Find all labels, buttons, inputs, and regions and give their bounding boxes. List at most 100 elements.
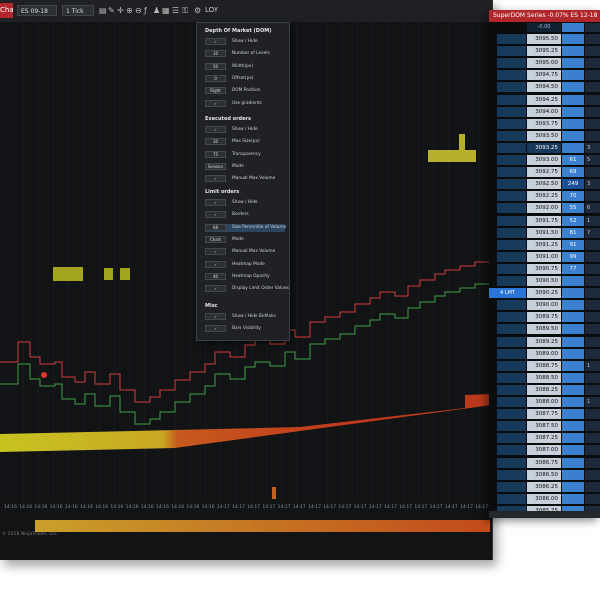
dom-ask-volume[interactable] bbox=[585, 288, 600, 299]
dom-price[interactable]: 3094.25 bbox=[527, 94, 561, 105]
dom-bid-volume[interactable] bbox=[562, 469, 584, 480]
dom-row[interactable]: 3089.25 bbox=[489, 336, 600, 348]
dom-row[interactable]: 3086.00 bbox=[489, 493, 600, 505]
property-row[interactable]: 50 Width(px) bbox=[205, 62, 285, 71]
dom-row[interactable]: 3086.50 bbox=[489, 469, 600, 481]
dom-price[interactable]: 3091.00 bbox=[527, 251, 561, 262]
dom-order-cell[interactable] bbox=[497, 106, 526, 117]
dom-price[interactable]: 3094.75 bbox=[527, 70, 561, 81]
dom-price[interactable]: 3093.25 bbox=[527, 142, 561, 153]
dom-bid-volume[interactable] bbox=[562, 70, 584, 81]
dom-price[interactable]: 3090.75 bbox=[527, 263, 561, 274]
dom-ask-volume[interactable] bbox=[585, 276, 600, 286]
dom-order-cell[interactable] bbox=[497, 457, 526, 468]
property-row[interactable]: 10 Number of Levels bbox=[205, 50, 285, 58]
dom-bid-volume[interactable]: 52 bbox=[562, 215, 584, 226]
property-row[interactable]: 68 Size Percentile of Volume bbox=[205, 223, 286, 232]
dom-ask-volume[interactable]: 6 bbox=[585, 203, 600, 214]
properties-icon[interactable]: ☰ bbox=[172, 6, 180, 15]
property-row[interactable]: ✓ Show / Hide bbox=[205, 38, 285, 46]
dom-row[interactable]: 3093.00 61 5 bbox=[489, 155, 600, 166]
dom-price[interactable]: 3086.25 bbox=[527, 481, 561, 492]
zoom-out-icon[interactable]: ⊖ bbox=[135, 6, 142, 15]
dom-row[interactable]: 3090.75 77 bbox=[489, 263, 600, 275]
property-value[interactable]: ✓ bbox=[205, 175, 226, 183]
dom-price[interactable]: 3095.25 bbox=[527, 46, 561, 57]
dom-order-cell[interactable] bbox=[497, 251, 526, 262]
draw-icon[interactable]: ✎ bbox=[108, 6, 115, 15]
strategies-icon[interactable]: ♟ bbox=[153, 6, 161, 15]
dom-order-cell[interactable] bbox=[497, 239, 526, 250]
dom-order-cell[interactable] bbox=[497, 130, 526, 141]
dom-ask-volume[interactable] bbox=[585, 372, 600, 383]
dom-price[interactable]: 3093.50 bbox=[527, 130, 561, 141]
property-row[interactable]: ✓ Show / Hide bbox=[205, 126, 285, 134]
dom-bid-volume[interactable] bbox=[562, 118, 584, 129]
dom-price[interactable]: 3094.50 bbox=[527, 82, 561, 93]
dom-ask-volume[interactable] bbox=[585, 469, 600, 480]
dom-row[interactable]: 3087.75 bbox=[489, 409, 600, 420]
dom-order-cell[interactable] bbox=[497, 155, 526, 165]
indicators-icon[interactable]: ƒ bbox=[144, 6, 147, 15]
property-row[interactable]: 30 Max Size(px) bbox=[205, 138, 285, 146]
dom-order-cell[interactable] bbox=[497, 227, 526, 238]
dom-ask-volume[interactable] bbox=[585, 457, 600, 468]
property-value[interactable]: ✓ bbox=[205, 38, 226, 45]
dom-ask-volume[interactable] bbox=[585, 191, 600, 202]
dom-order-cell[interactable] bbox=[497, 58, 526, 69]
dom-row[interactable]: 3091.50 81 7 bbox=[489, 227, 600, 239]
dom-ask-volume[interactable] bbox=[585, 324, 600, 335]
dom-bid-volume[interactable] bbox=[562, 288, 584, 299]
dom-ask-volume[interactable] bbox=[585, 70, 600, 81]
property-value[interactable]: Right bbox=[205, 87, 226, 95]
dom-bid-volume[interactable]: 81 bbox=[562, 227, 584, 238]
dom-order-cell[interactable] bbox=[497, 82, 526, 93]
dom-bid-volume[interactable]: 69 bbox=[562, 167, 584, 178]
dom-ask-volume[interactable] bbox=[585, 251, 600, 262]
property-row[interactable]: ✓ Manual Max Volume bbox=[205, 248, 285, 256]
dom-price[interactable]: 3091.50 bbox=[527, 227, 561, 238]
dom-bid-volume[interactable] bbox=[562, 384, 584, 395]
dom-price[interactable]: 3088.75 bbox=[527, 360, 561, 371]
dom-price[interactable]: 3093.75 bbox=[527, 118, 561, 129]
dom-bid-volume[interactable] bbox=[562, 372, 584, 383]
dom-price[interactable]: 3092.00 bbox=[527, 203, 561, 214]
dom-bid-volume[interactable] bbox=[562, 324, 584, 335]
templates-icon[interactable]: ▦ bbox=[162, 6, 170, 15]
dom-bid-volume[interactable]: 99 bbox=[562, 251, 584, 262]
dom-order-cell[interactable] bbox=[497, 469, 526, 480]
dom-row[interactable]: 3094.75 bbox=[489, 70, 600, 81]
dom-price[interactable]: 3086.50 bbox=[527, 469, 561, 480]
dom-row[interactable]: 3094.50 bbox=[489, 82, 600, 93]
property-value[interactable]: 50 bbox=[205, 62, 226, 70]
dom-bid-volume[interactable] bbox=[562, 276, 584, 286]
dom-order-cell[interactable] bbox=[497, 433, 526, 444]
dom-price[interactable]: 3092.75 bbox=[527, 167, 561, 178]
dom-order-cell[interactable] bbox=[497, 384, 526, 395]
dom-ask-volume[interactable] bbox=[585, 348, 600, 359]
dom-ask-volume[interactable] bbox=[585, 130, 600, 141]
zoom-in-icon[interactable]: ⊕ bbox=[126, 6, 133, 15]
dom-row[interactable]: 3093.75 bbox=[489, 118, 600, 130]
dom-order-cell[interactable] bbox=[497, 191, 526, 202]
dom-row[interactable]: 3085.75 bbox=[489, 505, 600, 517]
property-value[interactable]: 75 bbox=[205, 150, 226, 158]
dom-order-cell[interactable] bbox=[497, 118, 526, 129]
dom-order-cell[interactable] bbox=[497, 203, 526, 214]
dom-bid-volume[interactable] bbox=[562, 94, 584, 105]
dom-price[interactable]: 3095.00 bbox=[527, 58, 561, 69]
property-value[interactable]: ✓ bbox=[205, 211, 226, 219]
dom-ask-volume[interactable] bbox=[585, 384, 600, 395]
dom-ask-volume[interactable] bbox=[585, 300, 600, 311]
property-row[interactable]: ✓ Display Limit Order Values bbox=[205, 285, 289, 293]
dom-price[interactable]: 3085.75 bbox=[527, 505, 561, 516]
dom-row[interactable]: 3087.50 bbox=[489, 421, 600, 432]
dom-order-cell[interactable] bbox=[497, 215, 526, 226]
property-value[interactable]: ✓ bbox=[205, 313, 226, 320]
property-value[interactable]: 10 bbox=[205, 50, 226, 58]
dom-bid-volume[interactable]: 91 bbox=[562, 239, 584, 250]
dom-ask-volume[interactable] bbox=[585, 239, 600, 250]
dom-row[interactable]: 3088.50 bbox=[489, 372, 600, 384]
property-row[interactable]: ✓ Show / Hide BidAsks bbox=[205, 313, 285, 321]
dom-price[interactable]: 3091.25 bbox=[527, 239, 561, 250]
